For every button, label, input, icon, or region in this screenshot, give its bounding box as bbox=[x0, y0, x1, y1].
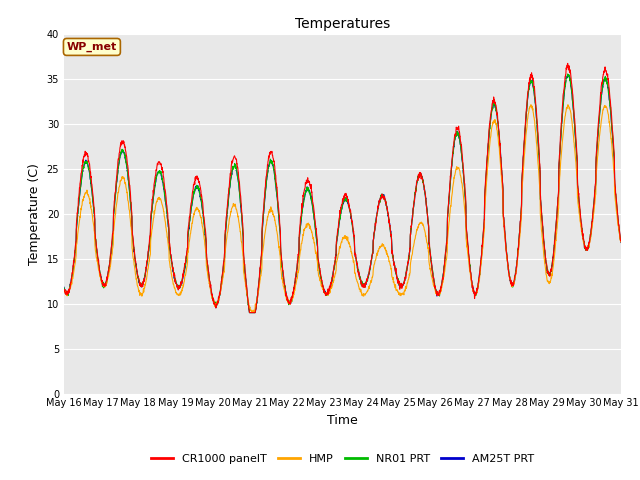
HMP bbox=[504, 267, 512, 273]
CR1000 panelT bbox=[60, 287, 68, 292]
NR01 PRT bbox=[371, 227, 379, 233]
AM25T PRT bbox=[568, 92, 576, 97]
CR1000 panelT bbox=[564, 60, 572, 66]
CR1000 panelT bbox=[359, 281, 367, 287]
AM25T PRT bbox=[584, 245, 591, 251]
NR01 PRT bbox=[60, 285, 68, 291]
HMP bbox=[249, 310, 257, 315]
NR01 PRT bbox=[504, 267, 512, 273]
X-axis label: Time: Time bbox=[327, 414, 358, 427]
HMP bbox=[584, 247, 591, 252]
AM25T PRT bbox=[246, 310, 253, 315]
NR01 PRT bbox=[584, 247, 591, 253]
HMP bbox=[60, 288, 68, 294]
CR1000 panelT bbox=[584, 247, 591, 253]
Y-axis label: Temperature (C): Temperature (C) bbox=[28, 163, 41, 264]
CR1000 panelT bbox=[246, 310, 253, 315]
NR01 PRT bbox=[359, 282, 367, 288]
AM25T PRT bbox=[216, 295, 223, 300]
NR01 PRT bbox=[216, 293, 223, 299]
Line: NR01 PRT: NR01 PRT bbox=[64, 74, 621, 312]
Title: Temperatures: Temperatures bbox=[295, 17, 390, 31]
HMP bbox=[371, 259, 379, 265]
AM25T PRT bbox=[617, 240, 625, 245]
AM25T PRT bbox=[371, 227, 379, 233]
Line: AM25T PRT: AM25T PRT bbox=[64, 75, 621, 312]
Line: HMP: HMP bbox=[64, 105, 621, 312]
HMP bbox=[527, 102, 534, 108]
NR01 PRT bbox=[564, 71, 572, 77]
NR01 PRT bbox=[246, 310, 253, 315]
AM25T PRT bbox=[504, 267, 512, 273]
CR1000 panelT bbox=[504, 266, 512, 272]
Text: WP_met: WP_met bbox=[67, 42, 117, 52]
NR01 PRT bbox=[617, 237, 625, 243]
HMP bbox=[216, 295, 223, 300]
HMP bbox=[617, 239, 625, 245]
CR1000 panelT bbox=[617, 238, 625, 244]
Legend: CR1000 panelT, HMP, NR01 PRT, AM25T PRT: CR1000 panelT, HMP, NR01 PRT, AM25T PRT bbox=[146, 450, 539, 468]
CR1000 panelT bbox=[371, 227, 379, 233]
HMP bbox=[359, 292, 367, 298]
HMP bbox=[568, 119, 576, 125]
CR1000 panelT bbox=[568, 85, 576, 91]
AM25T PRT bbox=[564, 72, 572, 78]
Line: CR1000 panelT: CR1000 panelT bbox=[64, 63, 621, 312]
NR01 PRT bbox=[568, 90, 576, 96]
AM25T PRT bbox=[60, 284, 68, 290]
CR1000 panelT bbox=[216, 294, 223, 300]
AM25T PRT bbox=[359, 280, 367, 286]
